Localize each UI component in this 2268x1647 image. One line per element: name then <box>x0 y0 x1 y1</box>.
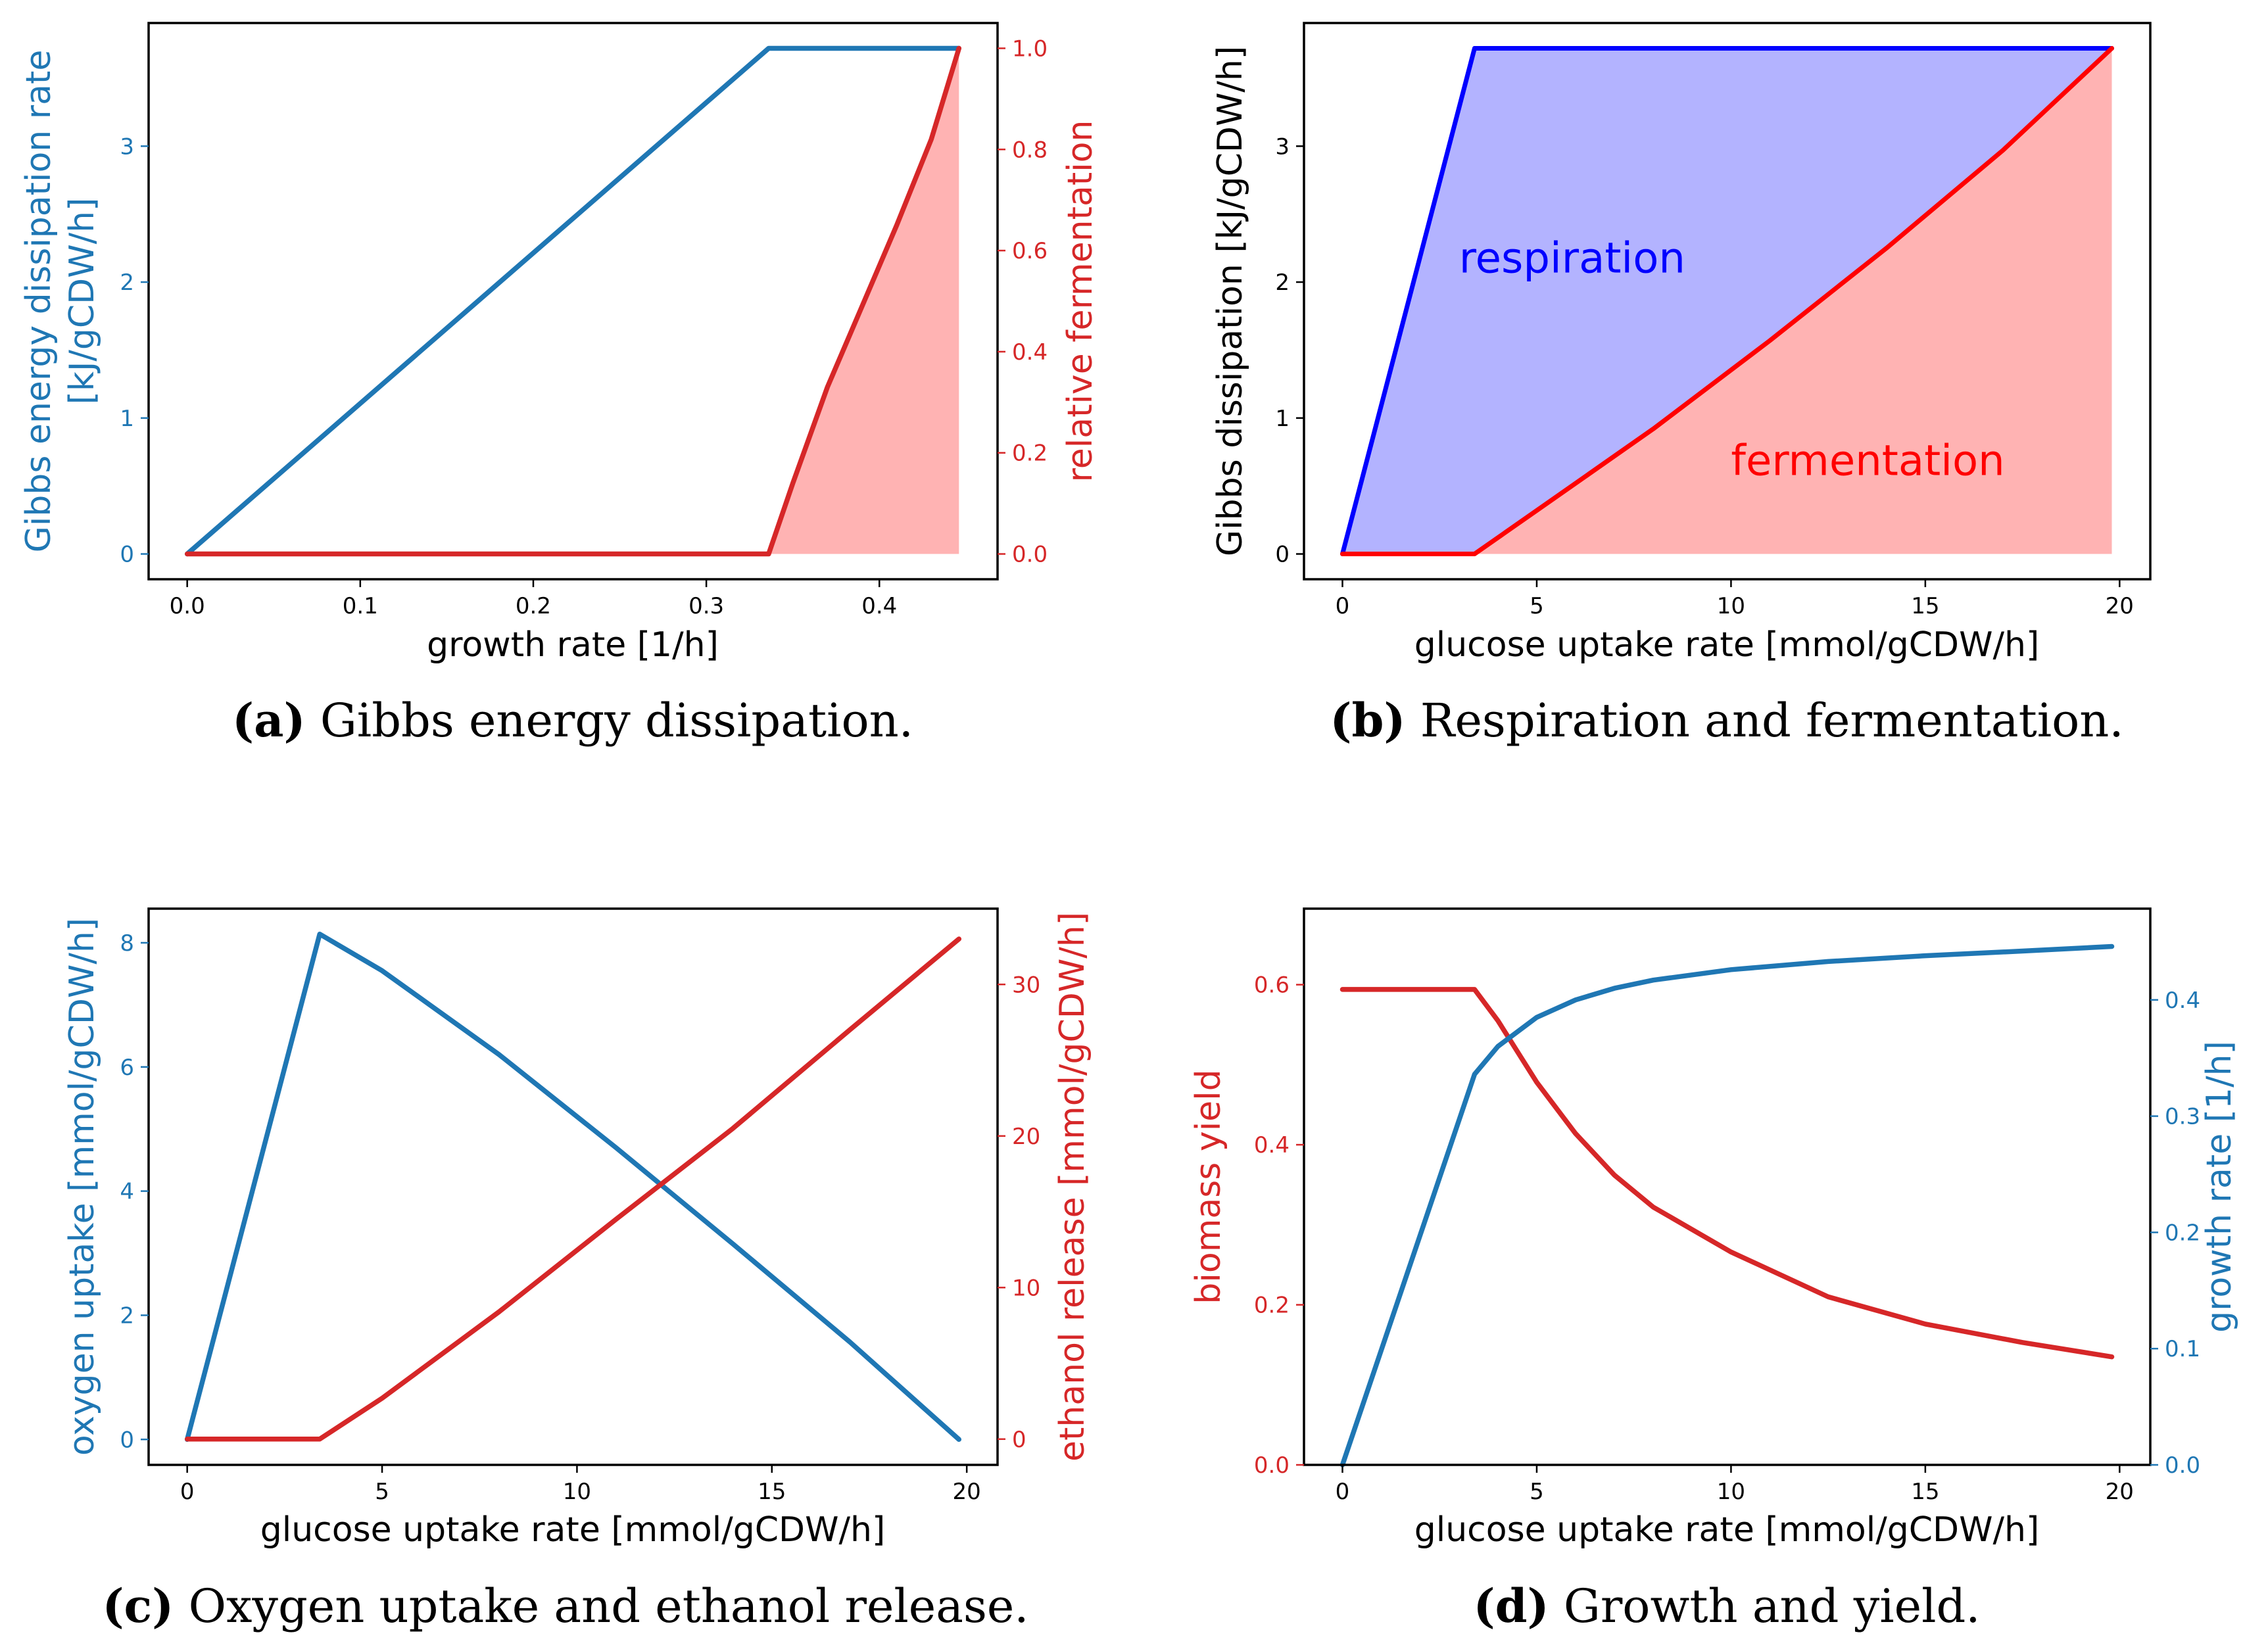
respiration-fill-area <box>1342 48 2112 554</box>
caption-d-label: (d) <box>1473 1579 1549 1633</box>
y2-tick-label: 0.2 <box>1012 441 1048 467</box>
y2-tick-label: 0.0 <box>2165 1452 2200 1479</box>
x-tick-label: 15 <box>1911 1479 1939 1505</box>
x-tick-label: 10 <box>1717 593 1745 619</box>
y-tick-label: 0 <box>120 542 134 568</box>
y2-axis-label: ethanol release [mmol/gCDW/h] <box>1053 912 1092 1462</box>
caption-a: (a) Gibbs energy dissipation. <box>232 693 913 748</box>
x-tick-label: 10 <box>1717 1479 1745 1505</box>
caption-c-label: (c) <box>102 1579 174 1633</box>
x-tick-label: 20 <box>953 1479 981 1505</box>
y-axis-label-line2: [kJ/gCDW/h] <box>62 198 102 405</box>
y-axis-label: oxygen uptake [mmol/gCDW/h] <box>62 918 102 1456</box>
x-axis-label: glucose uptake rate [mmol/gCDW/h] <box>260 1510 886 1550</box>
x-tick-label: 5 <box>1530 1479 1544 1505</box>
caption-d-text: Growth and yield. <box>1549 1579 1981 1633</box>
fermentation-fill-area <box>1342 48 2112 554</box>
y2-tick-label: 0.2 <box>2165 1220 2200 1246</box>
panel-d: 0 5 10 15 20 0.0 0.2 0.4 0.6 0.0 0.1 0.2 0.3 0.4 gluc… <box>1189 907 2239 1550</box>
series-line-oxygen-uptake <box>184 931 962 1443</box>
y2-axis-label: growth rate [1/h] <box>2200 1041 2239 1333</box>
plot-frame <box>1303 907 2152 1466</box>
plot-frame <box>147 907 999 1466</box>
plot-frame <box>147 22 999 581</box>
y-tick-label: 0.4 <box>1254 1132 1290 1158</box>
annotation-fermentation: fermentation <box>1731 437 2004 486</box>
y-axis-label: biomass yield <box>1189 1069 1228 1304</box>
x-tick-label: 0.0 <box>170 593 205 619</box>
y2-tick-label: 0 <box>1012 1427 1026 1453</box>
y-tick-label: 2 <box>1275 270 1290 296</box>
x-axis-label: glucose uptake rate [mmol/gCDW/h] <box>1414 1510 2040 1550</box>
y-tick-label: 0 <box>1275 542 1290 568</box>
caption-b-label: (b) <box>1330 693 1405 748</box>
y-axis-label: Gibbs dissipation [kJ/gCDW/h] <box>1211 46 1250 556</box>
fermentation-fill-area <box>187 48 959 554</box>
series-line-gibbs-energy-dissipation-rate <box>184 45 962 557</box>
series-line-growth-rate <box>1339 943 2115 1468</box>
y-tick-label: 4 <box>120 1179 134 1205</box>
x-tick-label: 15 <box>758 1479 786 1505</box>
y2-tick-label: 0.3 <box>2165 1104 2200 1130</box>
x-tick-label: 5 <box>375 1479 389 1505</box>
y-tick-label: 3 <box>1275 133 1290 160</box>
x-tick-label: 0.3 <box>688 593 724 619</box>
series-line-total-dissipation <box>1340 46 2114 556</box>
y-tick-label: 0 <box>120 1427 134 1453</box>
x-tick-label: 5 <box>1530 593 1544 619</box>
caption-a-text: Gibbs energy dissipation. <box>306 694 913 748</box>
y2-axis-label: relative fermentation <box>1061 120 1100 483</box>
caption-a-label: (a) <box>232 693 306 748</box>
x-tick-label: 0.4 <box>861 593 897 619</box>
caption-b-text: Respiration and fermentation. <box>1406 694 2124 748</box>
y2-tick-label: 0.4 <box>1012 339 1048 366</box>
y2-tick-label: 10 <box>1012 1275 1040 1301</box>
y2-tick-label: 0.1 <box>2165 1336 2200 1362</box>
y2-tick-label: 0.4 <box>2165 988 2200 1014</box>
x-axis-label: glucose uptake rate [mmol/gCDW/h] <box>1414 625 2040 665</box>
y-tick-label: 2 <box>120 270 134 296</box>
y-tick-label: 3 <box>120 133 134 160</box>
y-tick-label: 6 <box>120 1055 134 1081</box>
y-tick-label: 8 <box>120 930 134 957</box>
y-axis-label-line1: Gibbs energy dissipation rate <box>19 50 59 553</box>
caption-c-text: Oxygen uptake and ethanol release. <box>174 1579 1028 1633</box>
panel-a: 0.0 0.1 0.2 0.3 0.4 0 1 2 3 0.0 0.2 0.4 0.6 0.8 1.0 gr… <box>19 22 1100 665</box>
x-tick-label: 20 <box>2106 593 2134 619</box>
series-line-fermentation-dissipation <box>1340 46 2114 556</box>
series-line-relative-fermentation <box>184 45 962 557</box>
x-tick-label: 0 <box>1336 593 1350 619</box>
plot-frame <box>1303 22 2152 581</box>
x-tick-label: 0.1 <box>343 593 378 619</box>
series-line-ethanol-release <box>184 936 962 1442</box>
x-tick-label: 0.2 <box>516 593 551 619</box>
panel-b: 0 5 10 15 20 0 1 2 3 respiration fermentation glu… <box>1211 22 2152 665</box>
y-tick-label: 2 <box>120 1302 134 1329</box>
y2-tick-label: 20 <box>1012 1124 1040 1150</box>
y-tick-label: 0.0 <box>1254 1452 1290 1479</box>
caption-d: (d) Growth and yield. <box>1473 1579 1980 1633</box>
x-tick-label: 10 <box>563 1479 591 1505</box>
x-tick-label: 0 <box>1336 1479 1350 1505</box>
y-tick-label: 0.2 <box>1254 1293 1290 1319</box>
y-tick-label: 1 <box>120 406 134 432</box>
y-tick-label: 0.6 <box>1254 972 1290 999</box>
y2-tick-label: 0.0 <box>1012 542 1048 568</box>
y2-tick-label: 0.8 <box>1012 137 1048 163</box>
x-tick-label: 0 <box>180 1479 195 1505</box>
caption-c: (c) Oxygen uptake and ethanol release. <box>102 1579 1028 1633</box>
series-line-biomass-yield <box>1339 987 2115 1360</box>
x-tick-label: 20 <box>2106 1479 2134 1505</box>
y-tick-label: 1 <box>1275 406 1290 432</box>
caption-b: (b) Respiration and fermentation. <box>1330 693 2123 748</box>
y2-tick-label: 30 <box>1012 972 1040 998</box>
annotation-respiration: respiration <box>1459 235 1685 283</box>
y2-tick-label: 0.6 <box>1012 238 1048 264</box>
x-axis-label: growth rate [1/h] <box>427 625 719 665</box>
panel-c: 0 5 10 15 20 0 2 4 6 8 0 10 20 30 glucose uptake rate… <box>62 907 1092 1550</box>
y2-tick-label: 1.0 <box>1012 36 1048 62</box>
x-tick-label: 15 <box>1911 593 1939 619</box>
